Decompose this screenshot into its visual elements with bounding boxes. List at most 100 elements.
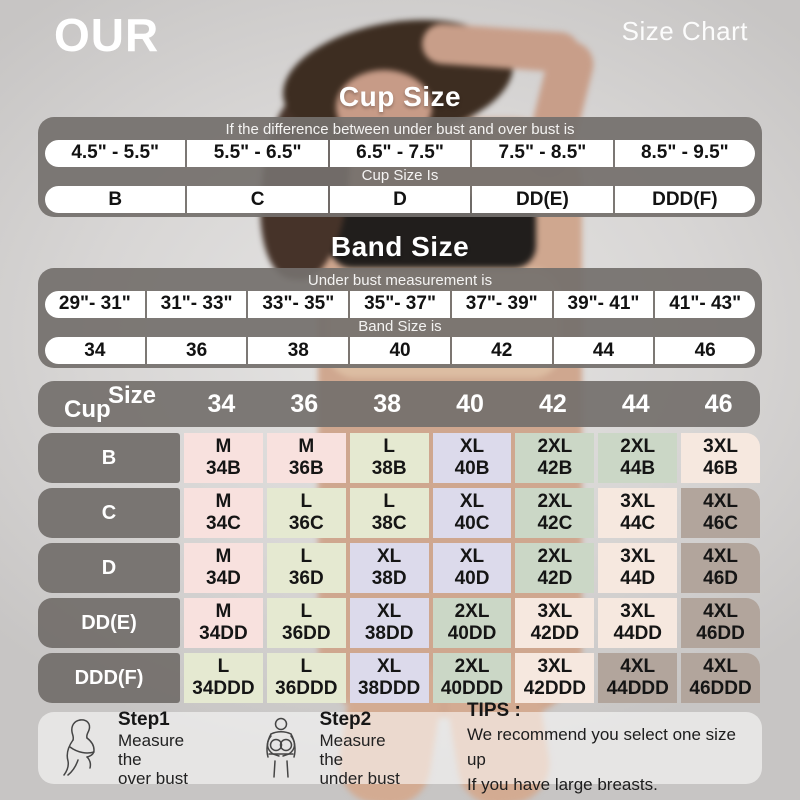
band-range-cell: 41"- 43": [655, 290, 756, 318]
matrix-header: Size Cup 34 36 38 40 42 44 46: [38, 381, 760, 427]
step1-line1: Measure the: [118, 730, 185, 769]
matrix-size-cell: L 38B: [349, 433, 429, 483]
band-result-label: Band Size is: [358, 318, 442, 336]
matrix-column-header: 44: [621, 389, 650, 418]
matrix-size-cell: M 34B: [184, 433, 263, 483]
matrix-size-cell: 3XL 44C: [598, 488, 678, 538]
matrix-size-cell: L 36DDD: [266, 653, 346, 703]
matrix-size-cell: L 36DD: [266, 598, 346, 648]
band-range-cell: 31"- 33": [146, 290, 247, 318]
band-number-cell: 34: [45, 337, 145, 365]
step2-block: Step2 Measure the under bust: [319, 709, 408, 788]
page-title: Size Chart: [621, 16, 748, 46]
cup-letter-row: B C D DD(E) DDD(F): [45, 186, 756, 214]
matrix-body: B M 34B M 36B L 38B XL 40B 2XL 42B 2XL 44B 3XL 46B C M 34…: [38, 433, 761, 708]
corner-size-label: Size: [108, 382, 157, 409]
brand-logo: OUR: [54, 9, 160, 61]
matrix-size-cell: L 36D: [266, 543, 346, 593]
matrix-column-header: 42: [538, 389, 567, 418]
matrix-size-cell: 3XL 44DD: [598, 598, 678, 648]
matrix-size-cell: 2XL 42C: [515, 488, 595, 538]
step2-line2: under bust: [319, 768, 400, 788]
band-range-cell: 39"- 41": [553, 290, 654, 318]
cup-size-table: If the difference between under bust and…: [38, 117, 762, 217]
tips-label: TIPS :: [466, 699, 521, 721]
band-range-cell: 37"- 39": [451, 290, 552, 318]
matrix-column-header: 38: [373, 389, 402, 418]
matrix-corner: Size Cup: [38, 381, 180, 427]
matrix-row-label: DDD(F): [38, 653, 180, 703]
matrix-columns: 34 36 38 40 42 44 46: [180, 381, 760, 427]
cup-range-cell: 7.5" - 8.5": [472, 139, 613, 167]
matrix-size-cell: XL 38D: [349, 543, 429, 593]
matrix-size-cell: L 38C: [349, 488, 429, 538]
cup-range-cell: 5.5" - 6.5": [187, 139, 328, 167]
band-number-cell: 44: [553, 337, 654, 365]
band-range-row: 29"- 31" 31"- 33" 33"- 35" 35"- 37" 37"- 39"…: [45, 290, 756, 318]
matrix-size-cell: 3XL 42DDD: [515, 653, 595, 703]
cup-condition-label: If the difference between under bust and…: [225, 120, 575, 138]
matrix-size-cell: 2XL 42B: [515, 433, 595, 483]
matrix-size-cell: M 34DD: [184, 598, 263, 648]
cup-letter-cell: C: [187, 186, 328, 214]
matrix-row-label: C: [38, 488, 180, 538]
band-range-cell: 35"- 37": [350, 290, 450, 318]
cup-range-cell: 6.5" - 7.5": [329, 139, 471, 167]
matrix-size-cell: 2XL 40DDD: [432, 653, 512, 703]
band-number-row: 34 36 38 40 42 44 46: [45, 337, 756, 365]
matrix-size-cell: L 34DDD: [184, 653, 263, 703]
matrix-size-cell: 2XL 44B: [598, 433, 678, 483]
matrix-size-cell: 2XL 40DD: [432, 598, 512, 648]
band-number-cell: 40: [350, 337, 450, 365]
matrix-size-cell: 2XL 42D: [515, 543, 595, 593]
matrix-size-cell: 3XL 46B: [681, 433, 761, 483]
band-number-cell: 42: [451, 337, 552, 365]
matrix-size-cell: 4XL 46DD: [681, 598, 761, 648]
matrix-row: C M 34C L 36C L 38C XL 40C 2XL 42C 3XL 44C 4XL 46C: [38, 488, 761, 538]
band-condition-label: Under bust measurement is: [307, 271, 493, 289]
matrix-row: D M 34D L 36D XL 38D XL 40D 2XL 42D 3XL 44D 4XL 46D: [38, 543, 761, 593]
tips-line2: If you have large breasts.: [466, 774, 658, 794]
cup-letter-cell: DDD(F): [614, 186, 756, 214]
matrix-size-cell: XL 40B: [432, 433, 512, 483]
step2-line1: Measure the: [319, 730, 386, 769]
matrix-column-header: 36: [290, 389, 319, 418]
tips-line1: We recommend you select one size up: [466, 724, 736, 769]
matrix-row: DDD(F) L 34DDD L 36DDD XL 38DDD 2XL 40DDD 3XL 42DD…: [38, 653, 761, 703]
matrix-size-cell: 4XL 44DDD: [598, 653, 678, 703]
tips-block: TIPS : We recommend you select one size …: [467, 700, 744, 797]
matrix-row: DD(E) M 34DD L 36DD XL 38DD 2XL 40DD 3XL 42DD 3XL 44…: [38, 598, 761, 648]
cup-range-cell: 8.5" - 9.5": [614, 139, 756, 167]
matrix-column-header: 34: [207, 389, 236, 418]
step1-label: Step1: [118, 708, 170, 730]
step2-label: Step2: [319, 708, 372, 730]
band-size-title: Band Size: [330, 231, 470, 262]
cup-letter-cell: B: [45, 186, 186, 214]
measure-under-bust-icon: [266, 717, 297, 778]
measure-over-bust-icon: [63, 719, 95, 776]
corner-cup-label: Cup: [64, 396, 111, 423]
band-size-table: Under bust measurement is 29"- 31" 31"- 3…: [38, 268, 762, 368]
matrix-size-cell: XL 38DDD: [349, 653, 429, 703]
cup-result-label: Cup Size Is: [361, 167, 439, 185]
matrix-size-cell: M 36B: [266, 433, 346, 483]
cup-range-cell: 4.5" - 5.5": [45, 139, 186, 167]
matrix-size-cell: M 34C: [184, 488, 263, 538]
matrix-size-cell: 4XL 46D: [681, 543, 761, 593]
band-range-cell: 33"- 35": [248, 290, 349, 318]
matrix-size-cell: L 36C: [266, 488, 346, 538]
matrix-row-label: DD(E): [38, 598, 180, 648]
matrix-size-cell: 3XL 42DD: [515, 598, 595, 648]
matrix-row: B M 34B M 36B L 38B XL 40B 2XL 42B 2XL 44B 3XL 46B: [38, 433, 761, 483]
matrix-size-cell: 3XL 44D: [598, 543, 678, 593]
matrix-column-header: 46: [704, 389, 733, 418]
cup-letter-cell: DD(E): [472, 186, 613, 214]
band-range-cell: 29"- 31": [45, 290, 145, 318]
step1-block: Step1 Measure the over bust: [118, 709, 207, 788]
matrix-row-label: B: [38, 433, 180, 483]
matrix-size-cell: M 34D: [184, 543, 263, 593]
matrix-size-cell: XL 40D: [432, 543, 512, 593]
band-number-cell: 36: [146, 337, 247, 365]
band-number-cell: 46: [655, 337, 756, 365]
